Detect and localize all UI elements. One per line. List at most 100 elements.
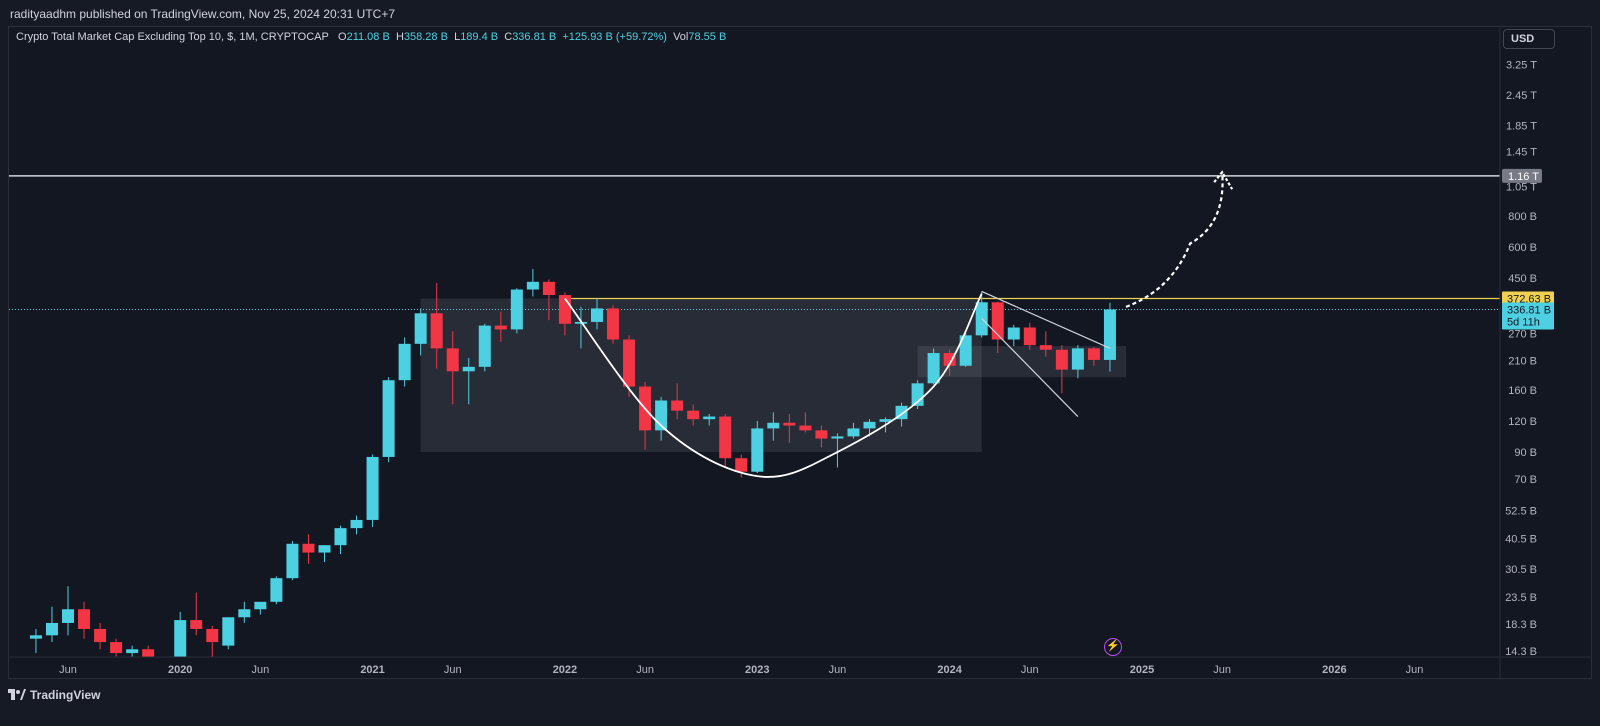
y-tick-label: 18.3 B [1505, 619, 1537, 631]
candle-body [687, 410, 700, 420]
y-tick-label: 70 B [1514, 474, 1537, 486]
candle-body [1071, 348, 1084, 370]
y-tick-label: 52.5 B [1505, 505, 1537, 517]
candle-body [206, 628, 219, 643]
candle-body [142, 649, 155, 657]
candle-body [350, 519, 363, 529]
y-tick-label: 800 B [1508, 211, 1537, 223]
close-value: 336.81 B [512, 31, 557, 43]
x-tick-label: 2023 [745, 664, 769, 676]
open-label: O [338, 31, 347, 43]
currency-button[interactable]: USD [1503, 29, 1555, 49]
y-tick-label: 600 B [1508, 242, 1537, 254]
candle-body [414, 313, 427, 344]
tradingview-logo-icon [8, 689, 26, 700]
candle-body [29, 635, 42, 639]
y-tick-label: 23.5 B [1505, 592, 1537, 604]
symbol-title[interactable]: Crypto Total Market Cap Excluding Top 10… [16, 31, 329, 43]
candle-body [719, 416, 732, 459]
candle-body [783, 422, 796, 426]
countdown-text: 5d 11h [1507, 316, 1540, 328]
candle-body [382, 380, 395, 457]
candle-body [831, 436, 844, 439]
candle-body [478, 325, 491, 367]
candle-body [943, 353, 956, 366]
chart-frame[interactable] [8, 26, 1592, 679]
candle-body [126, 649, 139, 654]
last-price-text: 336.81 B [1507, 304, 1551, 316]
last-price-tag [1502, 302, 1554, 330]
x-tick-label: 2020 [168, 664, 192, 676]
candle-body [1103, 309, 1116, 360]
high-value: 358.28 B [403, 31, 448, 43]
y-tick-label: 2.45 T [1506, 90, 1537, 102]
tradingview-brand: TradingView [30, 688, 101, 702]
candle-body [847, 428, 860, 437]
candle-body [318, 545, 331, 553]
candle-body [927, 353, 940, 384]
candle-body [446, 348, 459, 372]
candle-body [1087, 348, 1100, 360]
candle-body [190, 620, 203, 629]
low-value: 189.4 B [460, 31, 499, 43]
candle-body [607, 308, 620, 340]
published-info: radityaadhm published on TradingView.com… [10, 7, 396, 21]
candle-body [879, 419, 892, 422]
x-tick-label: Jun [444, 664, 462, 676]
candle-body [174, 620, 187, 657]
candlestick-chart[interactable]: 14.3 B 18.3 B 23.5 B 30.5 B 40.5 B 52.5 B 70 B… [0, 0, 1600, 684]
candle-body [959, 335, 972, 366]
candle-body [671, 400, 684, 411]
candle-body [799, 425, 812, 431]
candle-body [815, 430, 828, 439]
candle-body [462, 366, 475, 372]
candle-body [510, 289, 523, 330]
open-value: 211.08 B [346, 31, 390, 43]
y-tick-label: 1.85 T [1506, 120, 1537, 132]
lightning-icon[interactable]: ⚡ [1104, 638, 1122, 656]
candle-body [526, 281, 539, 290]
candle-body [238, 609, 251, 618]
y-tick-label: 1.05 T [1506, 182, 1537, 194]
candle-body [991, 302, 1004, 340]
candle-body [398, 343, 411, 381]
y-tick-label: 120 B [1508, 416, 1537, 428]
y-tick-label: 40.5 B [1505, 533, 1537, 545]
volume-label: Vol [673, 31, 689, 43]
candle-body [78, 609, 91, 629]
candle-body [62, 609, 74, 623]
volume-value: 78.55 B [688, 31, 727, 43]
candle-body [1007, 327, 1020, 340]
y-tick-label: 3.25 T [1506, 60, 1537, 72]
change-value: +125.93 B (+59.72%) [562, 31, 667, 43]
footer-bar [0, 684, 1600, 726]
candle-body [110, 642, 123, 654]
x-tick-label: Jun [251, 664, 269, 676]
candle-body [863, 421, 876, 429]
x-tick-label: 2025 [1130, 664, 1154, 676]
publish-bar: radityaadhm published on TradingView.com… [0, 0, 1600, 26]
candle-body [623, 339, 636, 387]
candle-body [542, 281, 555, 296]
candle-body [494, 325, 507, 330]
candle-body [735, 458, 748, 472]
y-tick-label: 14.3 B [1505, 646, 1537, 658]
candle-body [703, 416, 716, 420]
cup-curve [564, 293, 983, 478]
candle-body [270, 578, 283, 602]
candle-body [334, 528, 347, 546]
trend-line [981, 290, 1111, 349]
resistance-price-tag [1502, 291, 1554, 306]
y-tick-label: 210 B [1508, 355, 1537, 367]
candle-body [430, 313, 443, 349]
candle-body [254, 601, 267, 610]
trend-line [981, 317, 1079, 417]
x-tick-label: Jun [829, 664, 847, 676]
x-tick-label: Jun [1213, 664, 1231, 676]
candle-body [222, 617, 235, 646]
candle-body [590, 308, 603, 322]
x-tick-label: Jun [59, 664, 77, 676]
x-tick-label: Jun [1021, 664, 1039, 676]
candle-body [94, 628, 107, 643]
tradingview-logo[interactable]: TradingView [8, 688, 100, 702]
